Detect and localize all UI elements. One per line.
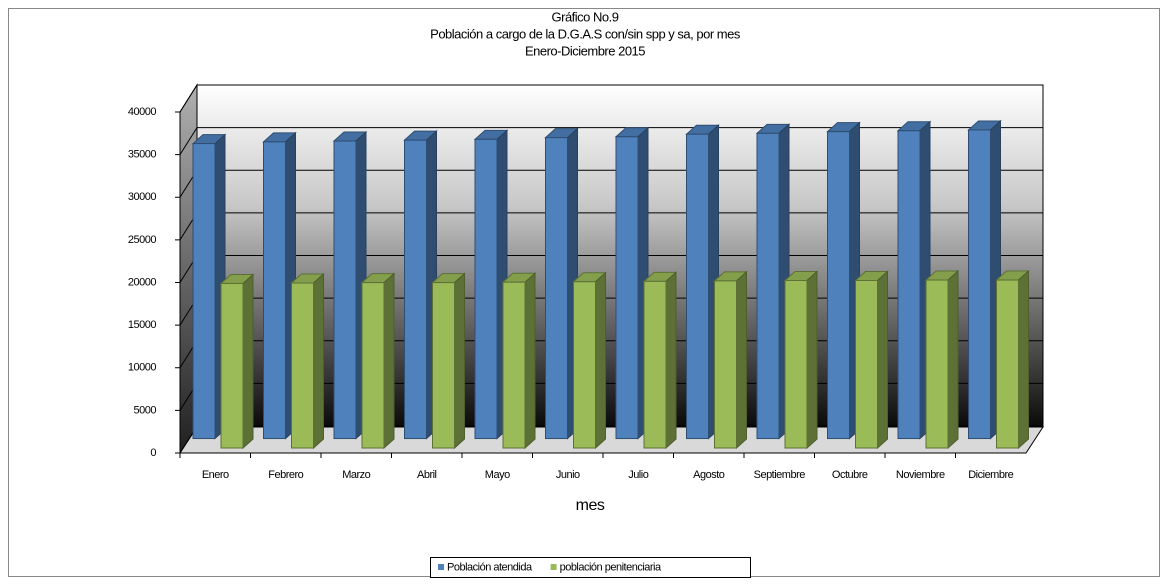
bar [714, 280, 737, 449]
bar [545, 137, 568, 440]
bar [897, 130, 921, 440]
x-tick-label: Marzo [342, 469, 370, 481]
legend-swatch [550, 564, 557, 570]
x-tick-label: Agosto [693, 469, 725, 481]
bar [615, 136, 639, 440]
y-tick-label: 0 [150, 447, 156, 459]
x-tick-label: Julio [628, 469, 649, 481]
bar-side [806, 270, 818, 450]
y-tick-label: 20000 [128, 276, 156, 288]
x-tick-label: Enero [202, 469, 229, 481]
x-tick-label: Junio [556, 469, 580, 481]
bar [827, 131, 850, 440]
chart-title: Gráfico No.9 [552, 9, 619, 24]
bar [263, 141, 286, 440]
bar [361, 282, 385, 449]
x-tick-label: Mayo [485, 469, 510, 481]
y-tick-label: 10000 [128, 362, 156, 374]
bar-side [736, 270, 747, 450]
chart-subtitle: Población a cargo de la D.G.A.S con/sin … [430, 26, 741, 41]
legend [430, 557, 751, 578]
x-tick-label: Noviembre [896, 469, 945, 481]
grid-line [179, 127, 198, 155]
bar [968, 129, 991, 440]
bar [432, 282, 455, 449]
bar [756, 132, 780, 440]
bar [291, 282, 314, 449]
bar [643, 280, 667, 449]
bar [474, 138, 498, 440]
bar-side [665, 271, 677, 450]
bar-side [454, 272, 465, 450]
bar [573, 281, 596, 449]
bar [784, 279, 808, 449]
x-tick-label: Abril [417, 469, 437, 481]
y-tick-label: 25000 [128, 234, 156, 246]
y-tick-label: 5000 [134, 404, 157, 416]
x-tick-label: Febrero [268, 469, 303, 481]
y-tick-label: 35000 [128, 149, 156, 161]
y-tick-label: 15000 [128, 319, 156, 331]
bar [192, 143, 216, 440]
bar [925, 279, 949, 449]
chart-period: Enero-Diciembre 2015 [525, 43, 645, 58]
grid-line [179, 84, 198, 113]
legend-label: población penitenciaria [560, 561, 662, 573]
x-tick-label: Septiembre [754, 469, 806, 481]
bar-side [595, 271, 606, 450]
legend-swatch [438, 564, 444, 570]
bar [502, 281, 526, 449]
x-tick-label: Octubre [832, 469, 868, 481]
bar-side [383, 272, 395, 450]
bar-side [1018, 269, 1029, 450]
bar [220, 282, 244, 449]
x-axis-label: mes [576, 497, 605, 514]
bar [855, 279, 878, 449]
x-tick-label: Diciembre [968, 469, 1013, 481]
bar [404, 139, 427, 440]
bar-side [313, 272, 324, 450]
bar-side [242, 273, 254, 450]
bar [333, 140, 357, 440]
bar [686, 133, 709, 440]
bar-side [524, 272, 536, 450]
bar-side [877, 270, 888, 450]
bar-side [947, 269, 959, 450]
y-tick-label: 40000 [128, 106, 156, 118]
legend-label: Población atendida [447, 561, 533, 573]
bar [996, 279, 1019, 449]
y-tick-label: 30000 [128, 191, 156, 203]
